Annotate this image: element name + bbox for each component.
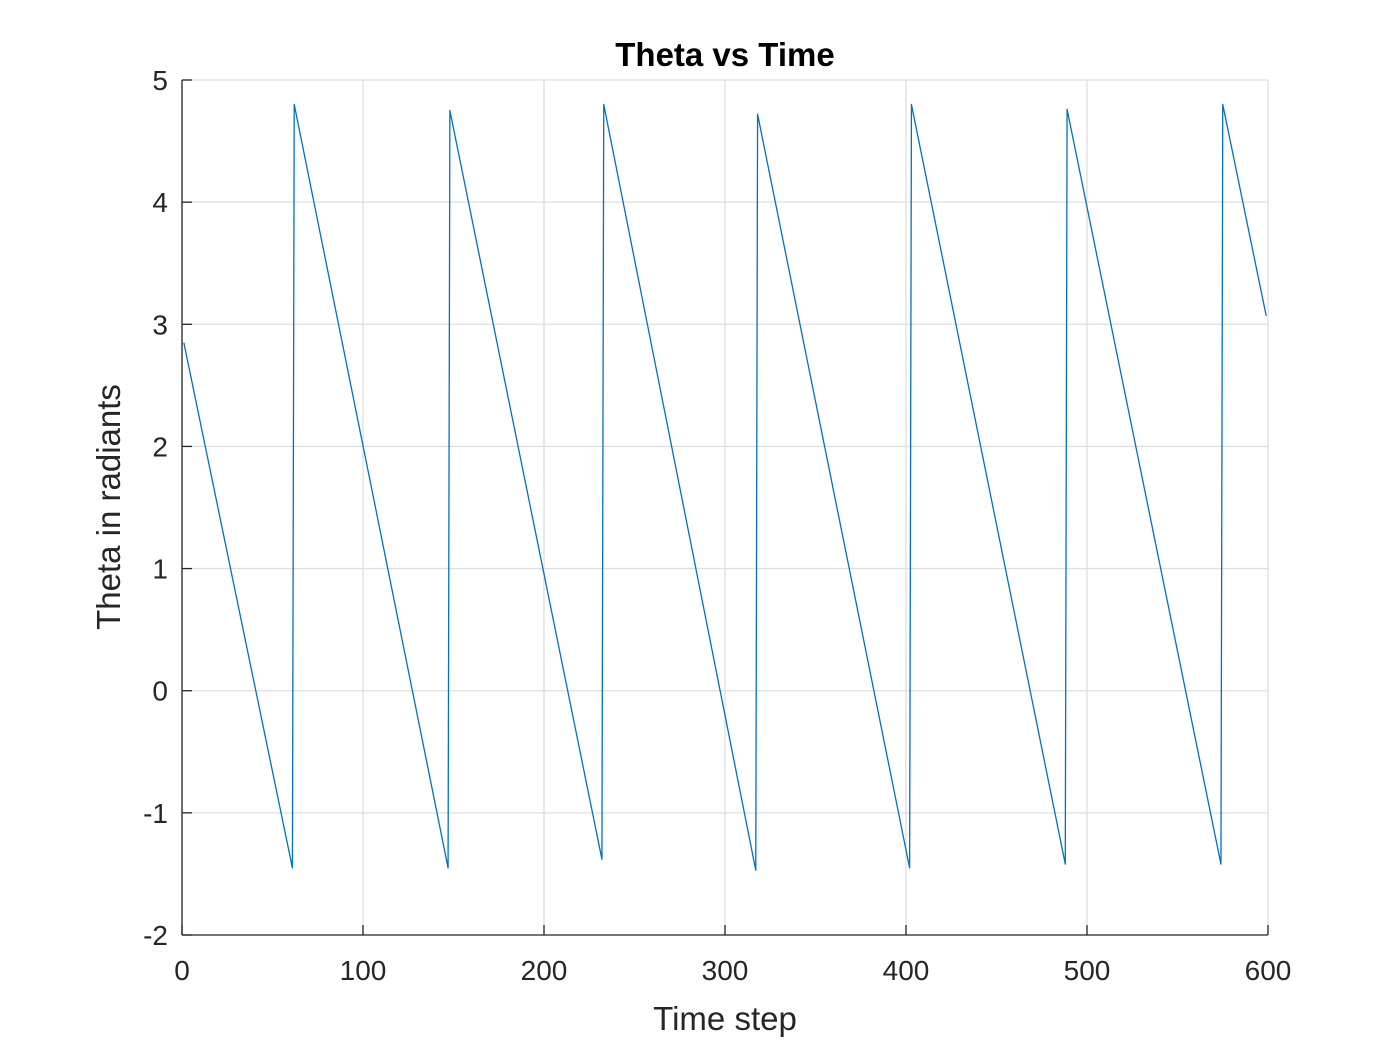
y-tick-label: -2 <box>143 920 168 951</box>
x-tick-label: 500 <box>1064 955 1111 986</box>
y-tick-label: -1 <box>143 798 168 829</box>
y-ticks: -2 -1 0 1 2 3 4 5 <box>143 65 192 951</box>
y-tick-label: 3 <box>152 309 168 340</box>
x-tick-label: 0 <box>174 955 190 986</box>
y-tick-label: 5 <box>152 65 168 96</box>
y-tick-label: 1 <box>152 554 168 585</box>
x-tick-label: 300 <box>702 955 749 986</box>
y-tick-label: 4 <box>152 187 168 218</box>
chart-title: Theta vs Time <box>615 36 834 73</box>
y-tick-label: 0 <box>152 676 168 707</box>
x-tick-label: 600 <box>1245 955 1292 986</box>
y-tick-label: 2 <box>152 431 168 462</box>
x-tick-label: 200 <box>521 955 568 986</box>
y-axis-label: Theta in radiants <box>90 384 127 630</box>
series-line-theta <box>183 103 1267 871</box>
x-axis-label: Time step <box>653 1000 797 1037</box>
x-ticks: 0 100 200 300 400 500 600 <box>174 925 1291 986</box>
x-tick-label: 400 <box>883 955 930 986</box>
x-tick-label: 100 <box>340 955 387 986</box>
